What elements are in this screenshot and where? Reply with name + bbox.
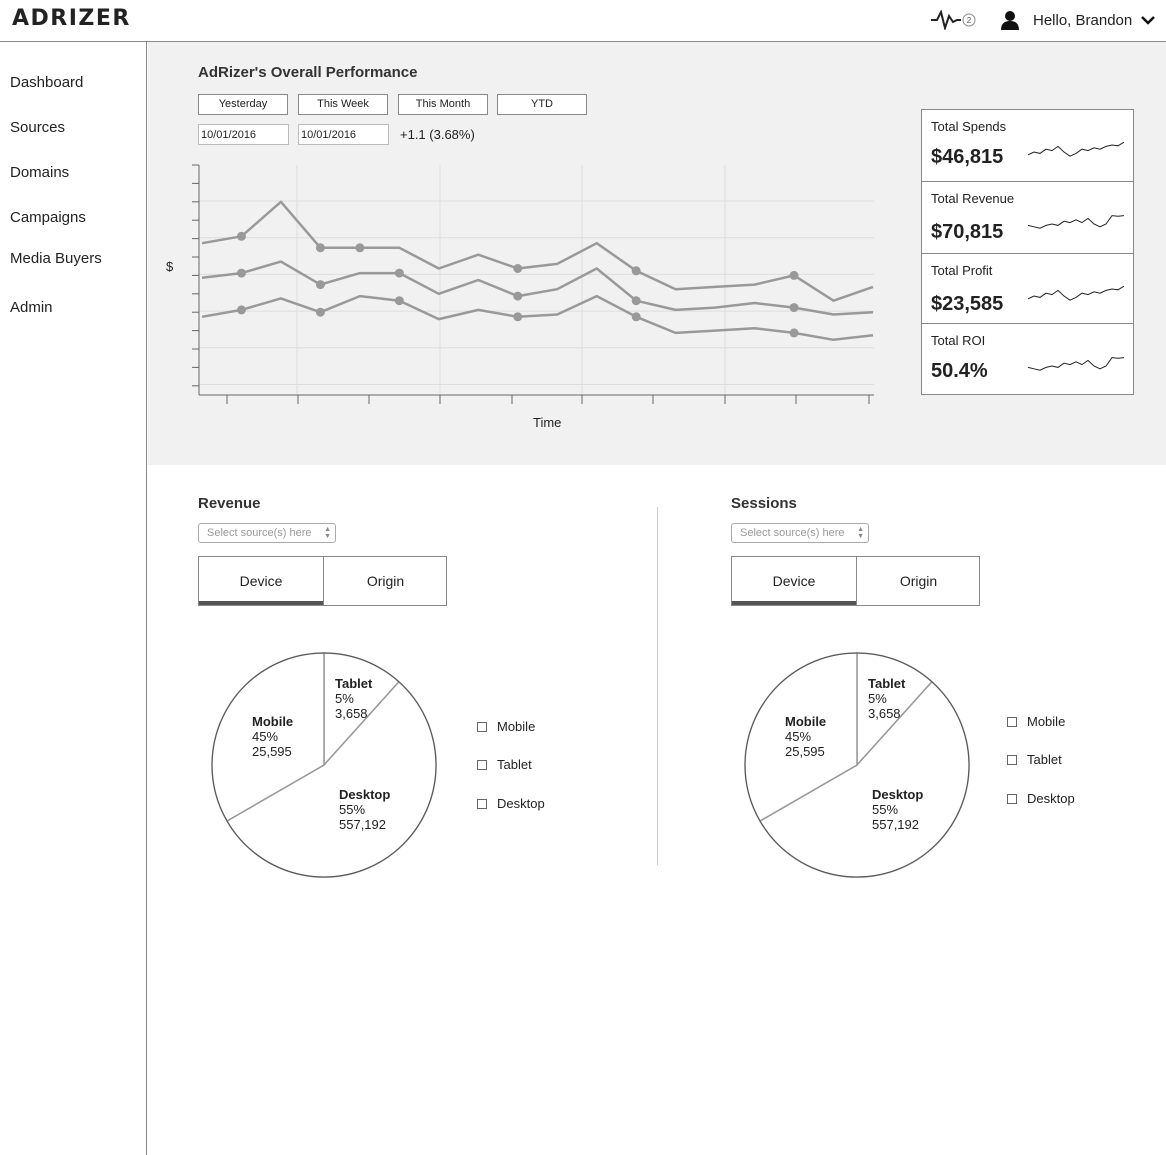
- slice-label: Mobile: [252, 714, 293, 729]
- tab-device[interactable]: Device: [199, 557, 323, 605]
- legend-label: Desktop: [1027, 791, 1075, 806]
- slice-percent: 55%: [339, 802, 365, 817]
- legend-tablet[interactable]: Tablet: [477, 757, 532, 772]
- range-this-month-button[interactable]: This Month: [398, 94, 488, 115]
- sidebar-item-media-buyers[interactable]: Media Buyers: [10, 250, 102, 267]
- select-arrows-icon: ▲ ▼: [324, 526, 331, 540]
- sparkline-path: [1027, 357, 1125, 371]
- sidebar-item-admin[interactable]: Admin: [10, 299, 53, 316]
- notification-count: 2: [967, 16, 972, 25]
- legend-tablet[interactable]: Tablet: [1007, 752, 1062, 767]
- kpi-label: Total Revenue: [931, 191, 1015, 206]
- top-bar: ADRIZER 2 Hello, Brandon: [0, 0, 1166, 42]
- slice-value: 25,595: [252, 744, 292, 759]
- user-greeting[interactable]: Hello, Brandon: [1033, 12, 1133, 29]
- chevron-down-icon[interactable]: [1140, 14, 1156, 26]
- checkbox[interactable]: [477, 760, 487, 770]
- legend-label: Mobile: [497, 719, 536, 734]
- checkbox[interactable]: [1007, 794, 1017, 804]
- kpi-value: $70,815: [931, 221, 1004, 243]
- range-yesterday-button[interactable]: Yesterday: [198, 94, 288, 115]
- sidebar: [0, 42, 147, 1155]
- pie-outline: [211, 652, 437, 878]
- revenue-tabs: Device Origin: [198, 556, 447, 606]
- sessions-source-select[interactable]: Select source(s) here ▲ ▼: [731, 523, 869, 543]
- sessions-title: Sessions: [731, 495, 797, 512]
- slice-percent: 45%: [252, 729, 278, 744]
- checkbox[interactable]: [477, 722, 487, 732]
- sparkline: [1027, 215, 1125, 229]
- range-ytd-button[interactable]: YTD: [497, 94, 587, 115]
- y-axis-label: $: [166, 259, 174, 274]
- legend-mobile[interactable]: Mobile: [477, 719, 535, 734]
- legend-label: Mobile: [1027, 714, 1066, 729]
- sparkline-path: [1027, 215, 1125, 229]
- legend-label: Tablet: [1027, 752, 1062, 767]
- kpi-card-spends: Total Spends $46,815: [921, 109, 1134, 182]
- slice-value: 3,658: [335, 706, 368, 721]
- select-placeholder: Select source(s) here: [207, 527, 312, 539]
- sparkline: [1027, 285, 1125, 301]
- sparkline-path: [1027, 285, 1125, 301]
- select-placeholder: Select source(s) here: [740, 527, 845, 539]
- logo[interactable]: ADRIZER: [12, 6, 131, 31]
- slice-value: 557,192: [339, 817, 386, 832]
- kpi-card-profit: Total Profit $23,585: [921, 253, 1134, 324]
- slice-value: 3,658: [868, 706, 901, 721]
- sparkline: [1027, 357, 1125, 371]
- kpi-value: 50.4%: [931, 360, 988, 382]
- checkbox[interactable]: [477, 799, 487, 809]
- sparkline: [1027, 141, 1125, 157]
- legend-desktop[interactable]: Desktop: [1007, 791, 1075, 806]
- legend-label: Desktop: [497, 796, 545, 811]
- end-date-input[interactable]: [298, 124, 389, 145]
- slice-label: Tablet: [868, 676, 906, 691]
- slice-label: Mobile: [785, 714, 826, 729]
- range-this-week-button[interactable]: This Week: [298, 94, 388, 115]
- tab-device[interactable]: Device: [732, 557, 856, 605]
- slice-label: Desktop: [872, 787, 923, 802]
- sidebar-item-domains[interactable]: Domains: [10, 164, 70, 181]
- slice-percent: 45%: [785, 729, 811, 744]
- revenue-source-select[interactable]: Select source(s) here ▲ ▼: [198, 523, 336, 543]
- revenue-title: Revenue: [198, 495, 261, 512]
- legend-label: Tablet: [497, 757, 532, 772]
- legend-desktop[interactable]: Desktop: [477, 796, 545, 811]
- tab-origin[interactable]: Origin: [856, 557, 980, 605]
- kpi-label: Total ROI: [931, 333, 986, 348]
- checkbox[interactable]: [1007, 717, 1017, 727]
- kpi-card-roi: Total ROI 50.4%: [921, 323, 1134, 395]
- slice-label: Tablet: [335, 676, 373, 691]
- kpi-value: $23,585: [931, 293, 1004, 315]
- sessions-tabs: Device Origin: [731, 556, 980, 606]
- kpi-card-revenue: Total Revenue $70,815: [921, 181, 1134, 254]
- slice-value: 25,595: [785, 744, 825, 759]
- start-date-input[interactable]: [198, 124, 289, 145]
- slice-label: Desktop: [339, 787, 390, 802]
- legend-mobile[interactable]: Mobile: [1007, 714, 1065, 729]
- slice-percent: 5%: [868, 691, 887, 706]
- kpi-value: $46,815: [931, 146, 1004, 168]
- user-icon[interactable]: [1000, 10, 1020, 30]
- tab-origin[interactable]: Origin: [323, 557, 447, 605]
- sidebar-item-campaigns[interactable]: Campaigns: [10, 209, 86, 226]
- sidebar-item-sources[interactable]: Sources: [10, 119, 66, 136]
- kpi-label: Total Profit: [931, 263, 993, 278]
- x-axis-label: Time: [533, 415, 562, 430]
- slice-percent: 5%: [335, 691, 354, 706]
- pie-outline: [744, 652, 970, 878]
- change-readout: +1.1 (3.68%): [400, 127, 475, 142]
- kpi-label: Total Spends: [931, 119, 1007, 134]
- checkbox[interactable]: [1007, 755, 1017, 765]
- slice-value: 557,192: [872, 817, 919, 832]
- select-arrows-icon: ▲ ▼: [857, 526, 864, 540]
- activity-icon[interactable]: 2: [931, 10, 977, 30]
- slice-percent: 55%: [872, 802, 898, 817]
- overview-title: AdRizer's Overall Performance: [198, 64, 418, 81]
- sidebar-item-dashboard[interactable]: Dashboard: [10, 74, 84, 91]
- sparkline-path: [1027, 141, 1125, 157]
- section-divider: [657, 507, 658, 865]
